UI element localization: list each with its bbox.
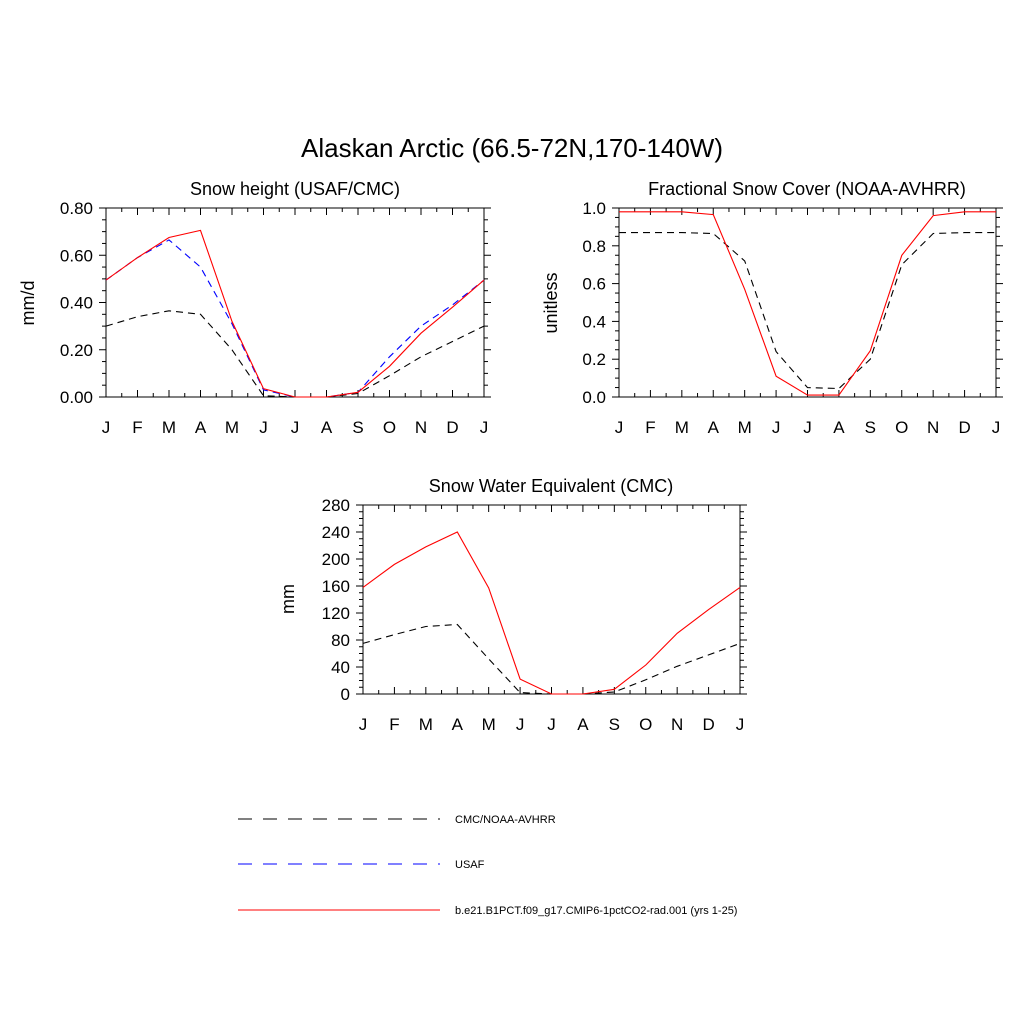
panel-title: Fractional Snow Cover (NOAA-AVHRR) xyxy=(648,179,966,199)
y-tick-label: 160 xyxy=(322,577,350,596)
x-tick-label: S xyxy=(865,418,876,437)
x-tick-label: M xyxy=(419,715,433,734)
x-tick-label: M xyxy=(675,418,689,437)
series-line-obs xyxy=(619,232,996,390)
x-tick-label: A xyxy=(833,418,845,437)
plot-frame xyxy=(362,504,741,695)
x-tick-label: O xyxy=(639,715,652,734)
y-tick-label: 200 xyxy=(322,550,350,569)
x-tick-label: S xyxy=(352,418,363,437)
y-tick-label: 0.8 xyxy=(582,237,606,256)
x-tick-label: J xyxy=(480,418,489,437)
legend-label-model: b.e21.B1PCT.f09_g17.CMIP6-1pctCO2-rad.00… xyxy=(455,905,737,917)
y-tick-label: 120 xyxy=(322,604,350,623)
series-line-obs xyxy=(105,310,485,398)
x-tick-label: A xyxy=(708,418,720,437)
x-tick-label: M xyxy=(162,418,176,437)
x-tick-label: J xyxy=(291,418,300,437)
x-tick-label: F xyxy=(645,418,655,437)
plot-frame xyxy=(105,207,485,398)
x-tick-label: J xyxy=(736,715,745,734)
series-line-model xyxy=(105,229,485,398)
x-tick-label: A xyxy=(577,715,589,734)
x-tick-label: D xyxy=(702,715,714,734)
panel-fractional-snow-cover: Fractional Snow Cover (NOAA-AVHRR) unitl… xyxy=(541,179,1003,437)
x-tick-label: F xyxy=(389,715,399,734)
y-tick-label: 240 xyxy=(322,523,350,542)
y-axis-label: mm xyxy=(278,584,298,614)
x-tick-label: M xyxy=(738,418,752,437)
x-tick-label: J xyxy=(615,418,624,437)
y-tick-label: 0.80 xyxy=(60,199,93,218)
y-axis-label: unitless xyxy=(541,272,561,333)
x-tick-label: J xyxy=(772,418,781,437)
x-tick-label: J xyxy=(259,418,268,437)
legend-label-obs: CMC/NOAA-AVHRR xyxy=(455,814,556,826)
panel-title: Snow height (USAF/CMC) xyxy=(190,179,400,199)
x-tick-label: J xyxy=(992,418,1001,437)
x-tick-label: D xyxy=(446,418,458,437)
plot-frame xyxy=(618,207,997,398)
y-tick-label: 0.4 xyxy=(582,312,606,331)
series-line-model xyxy=(619,211,996,396)
x-tick-label: J xyxy=(516,715,525,734)
series-line-usaf xyxy=(105,239,485,398)
y-tick-label: 280 xyxy=(322,496,350,515)
y-tick-label: 40 xyxy=(331,658,350,677)
x-tick-label: J xyxy=(102,418,111,437)
series-line-obs xyxy=(362,623,741,695)
x-tick-label: M xyxy=(225,418,239,437)
x-tick-label: M xyxy=(482,715,496,734)
legend-label-usaf: USAF xyxy=(455,859,485,871)
main-title: Alaskan Arctic (66.5-72N,170-140W) xyxy=(301,133,723,163)
x-tick-label: J xyxy=(803,418,812,437)
y-tick-label: 0.0 xyxy=(582,388,606,407)
panel-title: Snow Water Equivalent (CMC) xyxy=(429,476,673,496)
y-tick-label: 0 xyxy=(341,685,350,704)
x-tick-label: N xyxy=(415,418,427,437)
x-tick-label: O xyxy=(895,418,908,437)
x-tick-label: N xyxy=(927,418,939,437)
y-tick-label: 0.20 xyxy=(60,341,93,360)
legend: CMC/NOAA-AVHRR USAF b.e21.B1PCT.f09_g17.… xyxy=(238,814,737,917)
x-tick-label: A xyxy=(195,418,207,437)
x-tick-label: F xyxy=(132,418,142,437)
x-tick-label: D xyxy=(958,418,970,437)
x-tick-label: A xyxy=(321,418,333,437)
x-tick-label: J xyxy=(547,715,556,734)
y-tick-label: 0.40 xyxy=(60,294,93,313)
series-line-model xyxy=(362,531,741,695)
y-tick-label: 0.60 xyxy=(60,246,93,265)
y-tick-label: 0.6 xyxy=(582,275,606,294)
y-tick-label: 0.00 xyxy=(60,388,93,407)
y-axis-label: mm/d xyxy=(18,281,38,326)
x-tick-label: N xyxy=(671,715,683,734)
x-tick-label: S xyxy=(609,715,620,734)
y-tick-label: 0.2 xyxy=(582,350,606,369)
x-tick-label: A xyxy=(452,715,464,734)
y-tick-label: 80 xyxy=(331,631,350,650)
x-tick-label: O xyxy=(383,418,396,437)
y-tick-label: 1.0 xyxy=(582,199,606,218)
x-tick-label: J xyxy=(359,715,368,734)
